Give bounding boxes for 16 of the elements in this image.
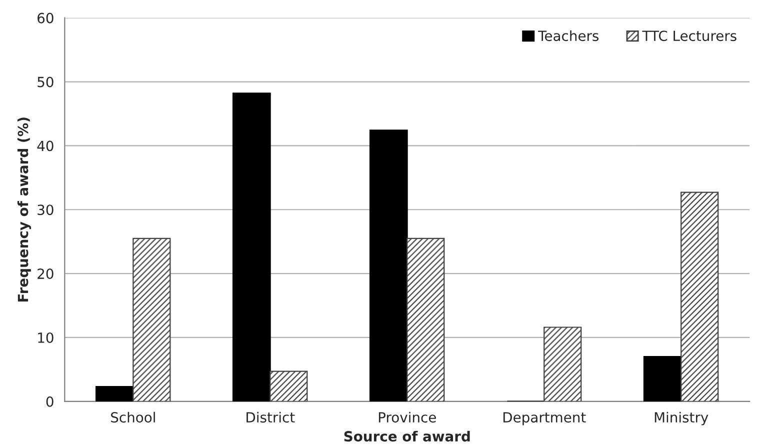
x-tick-label: Department bbox=[503, 412, 586, 426]
x-axis-title: Source of award bbox=[344, 430, 470, 442]
x-tick-label: Ministry bbox=[654, 412, 708, 426]
y-tick-label: 10 bbox=[38, 332, 54, 343]
x-tick-label: Province bbox=[378, 412, 436, 423]
legend-label: TTC Lecturers bbox=[642, 30, 736, 42]
x-tick-label: School bbox=[111, 412, 155, 423]
y-tick-label: 50 bbox=[38, 76, 54, 88]
y-tick-label: 20 bbox=[38, 268, 54, 280]
y-tick-label: 40 bbox=[37, 140, 54, 152]
y-axis-title: Frequency of award (%) bbox=[17, 118, 32, 302]
x-tick-label: District bbox=[246, 412, 295, 423]
y-tick-label: 0 bbox=[46, 396, 54, 407]
y-tick-label: 60 bbox=[38, 12, 54, 24]
legend-label: Teachers bbox=[538, 30, 599, 42]
y-tick-label: 30 bbox=[38, 204, 54, 216]
